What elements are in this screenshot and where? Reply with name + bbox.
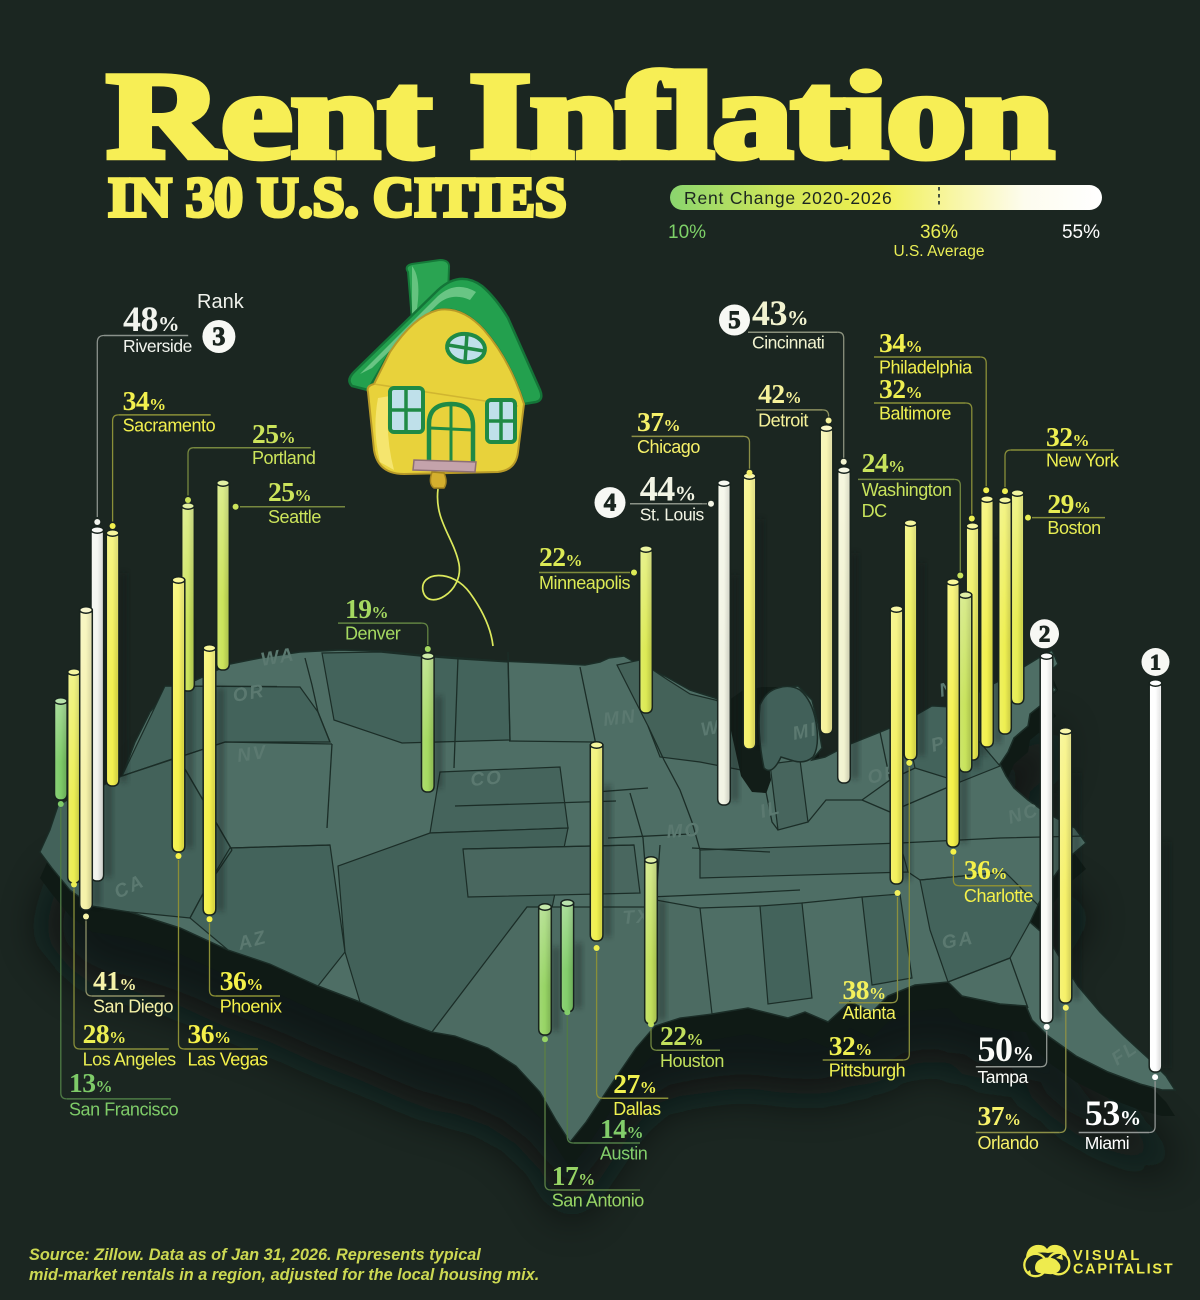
svg-text:2: 2: [1039, 621, 1051, 647]
svg-text:MN: MN: [602, 706, 638, 731]
svg-text:CO: CO: [470, 767, 504, 791]
svg-text:Philadelphia: Philadelphia: [879, 358, 973, 378]
svg-text:Pittsburgh: Pittsburgh: [829, 1061, 906, 1081]
svg-text:Orlando: Orlando: [978, 1133, 1039, 1153]
svg-text:Miami: Miami: [1085, 1133, 1129, 1153]
svg-text:Los Angeles: Los Angeles: [83, 1050, 177, 1070]
svg-text:Las Vegas: Las Vegas: [188, 1050, 268, 1070]
svg-text:NV: NV: [236, 742, 269, 767]
svg-text:34%: 34%: [879, 327, 922, 358]
svg-text:13%: 13%: [69, 1067, 112, 1098]
svg-text:mid-market rentals in a region: mid-market rentals in a region, adjusted…: [29, 1266, 539, 1284]
svg-text:Tampa: Tampa: [978, 1067, 1029, 1087]
svg-text:55%: 55%: [1062, 222, 1100, 243]
svg-text:Detroit: Detroit: [758, 410, 808, 430]
svg-text:San Antonio: San Antonio: [552, 1191, 645, 1211]
svg-text:Washington: Washington: [862, 480, 952, 500]
svg-text:Dallas: Dallas: [613, 1099, 661, 1119]
svg-text:36%: 36%: [920, 222, 958, 243]
svg-text:San Diego: San Diego: [93, 997, 173, 1017]
svg-text:Rent Change 2020-2026: Rent Change 2020-2026: [684, 188, 892, 208]
svg-text:U.S. Average: U.S. Average: [893, 243, 984, 260]
svg-text:5: 5: [728, 307, 740, 334]
svg-text:Rent Inflation: Rent Inflation: [107, 47, 1053, 183]
svg-text:MO: MO: [666, 820, 702, 843]
svg-text:New York: New York: [1046, 451, 1120, 471]
svg-text:3: 3: [212, 321, 225, 351]
svg-text:VISUAL: VISUAL: [1073, 1248, 1142, 1264]
svg-text:Riverside: Riverside: [123, 336, 192, 356]
svg-text:4: 4: [604, 490, 616, 517]
svg-text:Sacramento: Sacramento: [123, 415, 216, 435]
svg-text:Seattle: Seattle: [268, 507, 321, 527]
svg-text:Source: Zillow. Data as of Jan: Source: Zillow. Data as of Jan 31, 2026.…: [29, 1246, 481, 1264]
svg-text:36%: 36%: [220, 965, 263, 996]
svg-text:Minneapolis: Minneapolis: [539, 573, 631, 593]
svg-text:32%: 32%: [1046, 421, 1089, 452]
svg-text:44%: 44%: [640, 469, 696, 509]
svg-text:Boston: Boston: [1047, 518, 1100, 538]
svg-text:San Francisco: San Francisco: [69, 1099, 179, 1119]
svg-text:IN 30 U.S. CITIES: IN 30 U.S. CITIES: [108, 167, 567, 228]
svg-text:CAPITALIST: CAPITALIST: [1073, 1262, 1174, 1278]
svg-text:Phoenix: Phoenix: [220, 997, 282, 1017]
svg-text:DC: DC: [862, 501, 888, 521]
svg-text:Chicago: Chicago: [637, 437, 700, 457]
svg-text:Cincinnati: Cincinnati: [752, 333, 824, 353]
svg-text:Denver: Denver: [345, 624, 401, 644]
svg-text:Portland: Portland: [252, 448, 315, 468]
svg-text:Charlotte: Charlotte: [964, 886, 1033, 906]
svg-text:Austin: Austin: [600, 1144, 647, 1164]
svg-text:St. Louis: St. Louis: [640, 504, 705, 524]
svg-text:Houston: Houston: [660, 1051, 724, 1071]
svg-text:Rank: Rank: [197, 291, 245, 313]
svg-text:34%: 34%: [123, 385, 166, 416]
svg-text:Baltimore: Baltimore: [879, 404, 951, 424]
svg-text:10%: 10%: [668, 222, 706, 243]
svg-text:1: 1: [1150, 649, 1161, 674]
svg-text:Atlanta: Atlanta: [843, 1003, 897, 1023]
svg-text:MI: MI: [791, 719, 820, 745]
